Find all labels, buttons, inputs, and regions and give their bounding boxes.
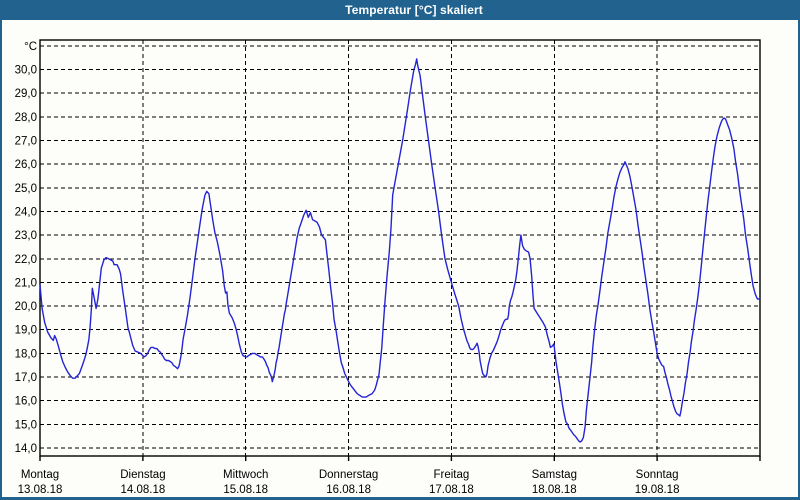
x-axis-date-label: 15.08.18: [223, 484, 268, 496]
y-axis-label: 15,0: [15, 419, 37, 431]
y-axis-label: 29,0: [15, 88, 37, 100]
window-border-right: [798, 0, 800, 500]
y-axis-label: 19,0: [15, 325, 37, 337]
y-axis-label: 25,0: [15, 183, 37, 195]
y-axis-label: 26,0: [15, 159, 37, 171]
x-axis-date-label: 16.08.18: [326, 484, 371, 496]
y-axis-label: 16,0: [15, 396, 37, 408]
y-axis-label: 23,0: [15, 230, 37, 242]
x-axis-date-label: 19.08.18: [635, 484, 680, 496]
temperature-plot: 30,0 29,0 28,0 27,0 26,0 25,0 24,0 23,0 22,0 21,0…: [15, 39, 761, 496]
x-axis-date-label: 14.08.18: [121, 484, 166, 496]
y-axis-label: 14,0: [15, 443, 37, 455]
x-axis-day-label: Sonntag: [636, 469, 679, 481]
x-axis-day-label: Montag: [21, 469, 59, 481]
y-axis-unit-label: °C: [24, 41, 37, 53]
x-axis-day-label: Dienstag: [120, 469, 165, 481]
y-axis-label: 21,0: [15, 277, 37, 289]
x-axis-day-label: Samstag: [532, 469, 577, 481]
y-axis-label: 24,0: [15, 207, 37, 219]
plot-border: [39, 39, 761, 457]
y-axis-label: 20,0: [15, 301, 37, 313]
x-axis-day-label: Mittwoch: [223, 469, 268, 481]
y-axis-label: 17,0: [15, 372, 37, 384]
window-border-bottom: [0, 497, 800, 500]
x-axis-date-label: 18.08.18: [532, 484, 577, 496]
y-axis-label: 27,0: [15, 136, 37, 148]
chart-area: 30,0 29,0 28,0 27,0 26,0 25,0 24,0 23,0 22,0 21,0…: [0, 20, 800, 500]
y-axis-label: 30,0: [15, 65, 37, 77]
window-border-left: [0, 0, 2, 500]
temperature-line: [39, 58, 761, 443]
chart-title: Temperatur [°C] skaliert: [345, 3, 483, 17]
x-axis-day-label: Freitag: [434, 469, 470, 481]
x-axis-date-label: 17.08.18: [429, 484, 474, 496]
y-axis-label: 18,0: [15, 348, 37, 360]
y-axis-label: 22,0: [15, 254, 37, 266]
x-axis-date-label: 13.08.18: [18, 484, 63, 496]
title-bar: Temperatur [°C] skaliert: [0, 0, 800, 20]
x-axis-day-label: Donnerstag: [319, 469, 378, 481]
y-axis-label: 28,0: [15, 112, 37, 124]
